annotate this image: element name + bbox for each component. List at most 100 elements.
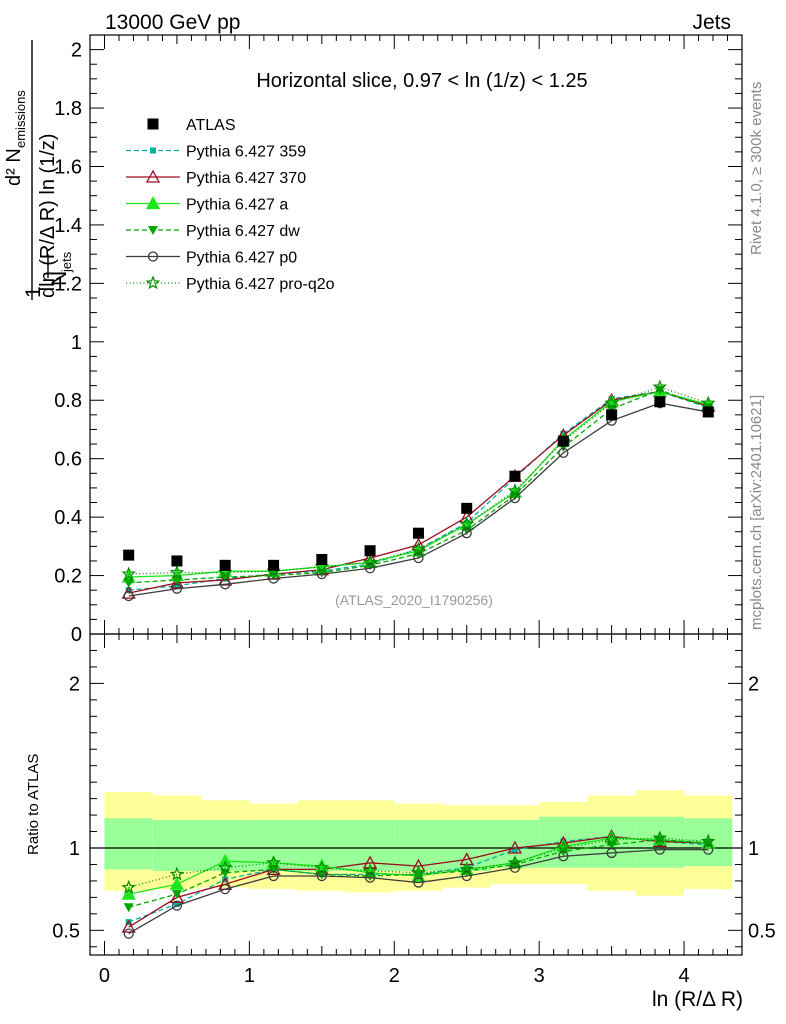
- series-1-ratio-point: [121, 919, 136, 933]
- ratio-y-tick-label-right: 0.5: [748, 920, 776, 942]
- series-3-ratio-point: [171, 890, 182, 900]
- y-label-numer: d² N: [3, 148, 25, 186]
- atlas-data-point: [606, 409, 618, 421]
- ratio-y-tick-label-right: 1: [748, 838, 759, 860]
- series-5-ratio-point: [217, 860, 233, 874]
- y-label-njets-sub: jets: [59, 251, 74, 273]
- y-label-numer-sub: emissions: [13, 90, 28, 148]
- series-3-ratio-point: [123, 903, 134, 913]
- ratio-panel-series: [121, 829, 716, 939]
- main-y-tick-label: 0.4: [54, 507, 82, 529]
- legend-marker-2: [145, 196, 161, 210]
- atlas-data-point: [509, 470, 521, 482]
- x-tick-label: 1: [244, 965, 255, 987]
- ratio-y-tick-label: 2: [69, 673, 80, 695]
- series-4-ratio-point: [413, 877, 424, 888]
- series-5-ratio-point: [169, 866, 185, 881]
- series-5-ratio-point: [507, 855, 523, 870]
- series-5-point: [604, 395, 619, 410]
- x-tick-label: 0: [99, 965, 110, 987]
- series-5-ratio-point: [700, 833, 716, 848]
- band-inner: [152, 820, 202, 872]
- main-y-tick-label: 2: [71, 40, 82, 62]
- atlas-data-point: [461, 502, 473, 514]
- header-right: Jets: [692, 11, 731, 34]
- series-3-point: [123, 578, 134, 588]
- series-4-ratio-point: [316, 870, 327, 882]
- series-4-point: [413, 552, 424, 564]
- side-label-top: Rivet 4.1.0, ≥ 300k events: [748, 82, 765, 255]
- series-5-ratio-point: [121, 879, 136, 894]
- series-4-ratio-point: [558, 851, 569, 862]
- series-4-point: [220, 579, 231, 590]
- atlas-data-point: [268, 559, 280, 571]
- ratio-uncertainty-bands: [104, 790, 733, 896]
- series-5-ratio-point: [459, 861, 474, 876]
- series-2-ratio-point: [169, 876, 185, 890]
- legend-marker-0: [150, 147, 156, 154]
- series-4-ratio-point: [268, 870, 279, 882]
- series-5-point: [362, 554, 378, 569]
- series-4-ratio-point: [123, 928, 134, 939]
- main-y-tick-label: 1: [71, 332, 82, 354]
- atlas-data-point: [412, 527, 424, 539]
- series-1-ratio-point: [169, 890, 185, 904]
- legend-label-5: Pythia 6.427 pro-q2o: [186, 276, 335, 293]
- band-inner: [394, 820, 443, 872]
- series-4-point: [171, 583, 183, 594]
- main-y-tick-label: 0.6: [54, 449, 82, 471]
- y-label-njets: N: [48, 271, 71, 286]
- series-4-line: [128, 402, 709, 597]
- ratio-y-tick-label-right: 2: [748, 673, 759, 695]
- series-4-point: [364, 563, 376, 574]
- atlas-data-point: [702, 406, 714, 418]
- legend: ATLAS Pythia 6.427 359 Pythia 6.427 370 Pyt…: [126, 117, 335, 293]
- series-5-point: [652, 379, 668, 394]
- series-4-ratio-point: [171, 900, 183, 911]
- x-axis-label: ln (R/Δ R): [652, 988, 743, 1011]
- series-5-point: [411, 541, 426, 556]
- series-5-point: [121, 566, 136, 581]
- legend-marker-3: [148, 226, 158, 235]
- series-5-ratio-point: [604, 832, 619, 846]
- main-y-tick-label: 1.2: [54, 273, 82, 295]
- series-5-ratio-point: [556, 840, 571, 855]
- series-4-ratio-point: [654, 844, 665, 855]
- band-inner: [104, 818, 153, 870]
- series-5-ratio-point: [362, 863, 378, 878]
- series-1-ratio-point: [507, 840, 523, 854]
- series-5-ratio-point: [314, 860, 330, 874]
- series-5-ratio-point: [411, 865, 426, 879]
- atlas-data-point: [654, 396, 666, 408]
- header-left: 13000 GeV pp: [105, 11, 240, 34]
- legend-marker-4: [147, 251, 159, 262]
- atlas-data-point: [123, 549, 135, 561]
- main-y-tick-label: 1.8: [54, 98, 82, 120]
- main-panel-series: [121, 379, 716, 602]
- series-0-point: [173, 582, 180, 589]
- main-y-tick-label: 0.8: [54, 390, 82, 412]
- series-4-ratio-point: [220, 884, 231, 895]
- series-4-point: [123, 590, 134, 602]
- series-4-point: [461, 528, 472, 539]
- legend-marker-1: [145, 169, 161, 183]
- series-5-line: [128, 386, 709, 575]
- x-tick-label: 4: [678, 965, 689, 987]
- legend-atlas-label: ATLAS: [186, 117, 236, 134]
- main-y-axis-label: 1 N jets d² N emissions dln (R/Δ R) ln (…: [3, 40, 74, 300]
- atlas-data-point: [364, 545, 376, 557]
- ratio-y-tick-label: 0.5: [52, 920, 80, 942]
- main-y-tick-label: 0.2: [54, 566, 82, 588]
- atlas-data-point: [316, 553, 328, 565]
- side-label-bottom: mcplots.cern.ch [arXiv:2401.10621]: [748, 395, 765, 630]
- series-4-point: [558, 447, 569, 458]
- series-0-point: [125, 587, 132, 594]
- watermark: (ATLAS_2020_I1790256): [335, 592, 493, 608]
- series-5-ratio-line: [128, 837, 709, 889]
- legend-marker-5: [145, 275, 161, 290]
- legend-label-2: Pythia 6.427 a: [186, 197, 288, 214]
- atlas-data-point: [557, 435, 569, 447]
- ratio-frame: [89, 633, 743, 956]
- ratio-y-tick-label: 1: [69, 838, 80, 860]
